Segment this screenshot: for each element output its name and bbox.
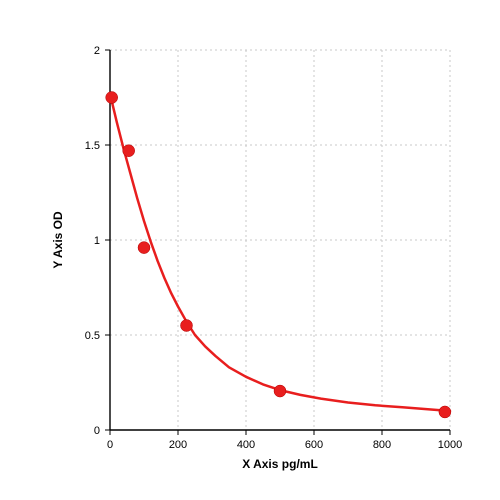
x-tick-label: 1000 xyxy=(438,439,462,451)
data-point xyxy=(123,145,135,157)
x-tick-label: 600 xyxy=(305,439,323,451)
y-tick-label: 1.5 xyxy=(85,140,100,152)
chart-svg: 0 200 400 600 800 1000 0 0.5 1 1.5 2 X Axis pg/mL Y … xyxy=(0,0,500,500)
chart-container: { "chart": { "type": "scatter_with_curve… xyxy=(0,0,500,500)
x-tick-label: 400 xyxy=(237,439,255,451)
x-tick-label: 0 xyxy=(107,439,113,451)
y-tick-label: 1 xyxy=(94,235,100,247)
chart-bg xyxy=(0,0,500,500)
data-point xyxy=(138,242,150,254)
y-axis-label: Y Axis OD xyxy=(51,211,65,269)
data-point xyxy=(439,406,451,418)
y-tick-label: 0.5 xyxy=(85,330,100,342)
y-tick-label: 0 xyxy=(94,425,100,437)
data-point xyxy=(106,92,118,104)
y-tick-label: 2 xyxy=(94,45,100,57)
x-tick-label: 200 xyxy=(169,439,187,451)
x-tick-label: 800 xyxy=(373,439,391,451)
data-point xyxy=(274,385,286,397)
x-axis-label: X Axis pg/mL xyxy=(242,457,318,471)
data-point xyxy=(181,320,193,332)
